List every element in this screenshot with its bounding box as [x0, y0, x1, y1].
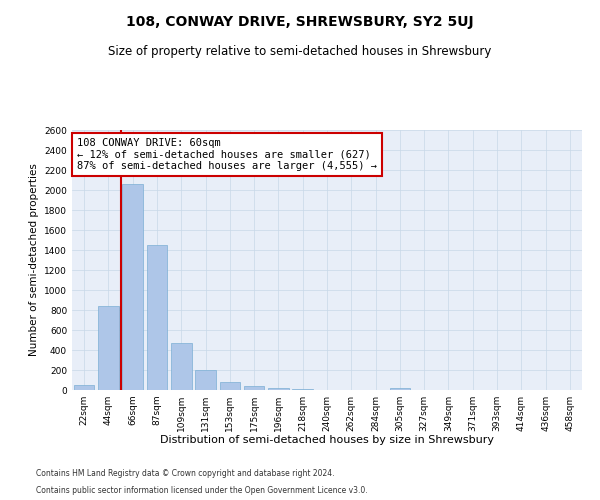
Bar — [146, 245, 167, 390]
Text: Contains public sector information licensed under the Open Government Licence v3: Contains public sector information licen… — [36, 486, 368, 495]
Bar — [122, 184, 143, 390]
Bar — [98, 306, 119, 390]
Bar — [268, 388, 289, 390]
Text: 108, CONWAY DRIVE, SHREWSBURY, SY2 5UJ: 108, CONWAY DRIVE, SHREWSBURY, SY2 5UJ — [126, 15, 474, 29]
Text: 108 CONWAY DRIVE: 60sqm
← 12% of semi-detached houses are smaller (627)
87% of s: 108 CONWAY DRIVE: 60sqm ← 12% of semi-de… — [77, 138, 377, 171]
Bar — [292, 388, 313, 390]
Bar — [195, 370, 216, 390]
Bar — [389, 388, 410, 390]
Bar — [244, 386, 265, 390]
Text: Distribution of semi-detached houses by size in Shrewsbury: Distribution of semi-detached houses by … — [160, 435, 494, 445]
Bar — [74, 385, 94, 390]
Text: Size of property relative to semi-detached houses in Shrewsbury: Size of property relative to semi-detach… — [109, 45, 491, 58]
Bar — [171, 343, 191, 390]
Y-axis label: Number of semi-detached properties: Number of semi-detached properties — [29, 164, 38, 356]
Bar — [220, 382, 240, 390]
Text: Contains HM Land Registry data © Crown copyright and database right 2024.: Contains HM Land Registry data © Crown c… — [36, 468, 335, 477]
